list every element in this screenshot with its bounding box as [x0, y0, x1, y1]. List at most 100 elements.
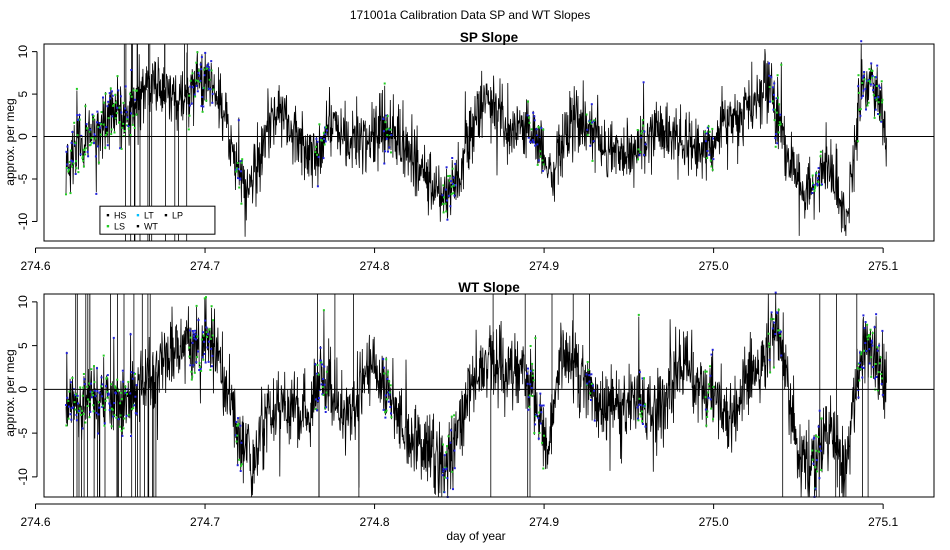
calibration-point: [203, 68, 206, 71]
calibration-point: [453, 414, 456, 417]
calibration-point: [779, 330, 782, 333]
calibration-point: [75, 87, 78, 90]
calibration-point: [77, 119, 79, 121]
calibration-point: [820, 417, 823, 420]
calibration-point: [207, 66, 210, 69]
calibration-point: [73, 401, 76, 404]
calibration-point: [190, 370, 193, 373]
calibration-point: [118, 425, 121, 428]
calibration-point: [811, 192, 814, 194]
calibration-point: [98, 122, 101, 124]
calibration-point: [235, 420, 238, 423]
calibration-point: [448, 179, 451, 182]
calibration-point: [78, 407, 81, 410]
calibration-point: [197, 80, 200, 83]
calibration-point: [528, 394, 531, 397]
calibration-point: [768, 345, 771, 348]
calibration-point: [108, 92, 111, 95]
calibration-point: [106, 374, 109, 377]
calibration-point: [199, 365, 201, 368]
calibration-point: [857, 91, 860, 94]
calibration-point: [819, 449, 822, 452]
calibration-point: [856, 140, 859, 143]
x-tick-label: 274.8: [360, 259, 390, 273]
calibration-point: [133, 126, 136, 129]
calibration-point: [772, 108, 775, 111]
calibration-point: [105, 376, 108, 379]
calibration-point: [641, 423, 644, 425]
calibration-point: [316, 400, 319, 403]
calibration-point: [207, 63, 210, 66]
calibration-point: [820, 469, 823, 471]
calibration-point: [812, 183, 815, 186]
calibration-point: [134, 395, 137, 398]
calibration-point: [870, 341, 873, 344]
calibration-point: [71, 160, 74, 163]
calibration-point: [540, 404, 543, 407]
calibration-point: [73, 121, 76, 124]
calibration-point: [538, 404, 541, 407]
calibration-point: [859, 368, 862, 371]
calibration-point: [237, 119, 240, 122]
calibration-point: [777, 308, 780, 311]
calibration-point: [106, 390, 109, 393]
calibration-point: [862, 94, 864, 97]
legend: HS LT LP LS WT: [99, 205, 216, 235]
calibration-point: [206, 346, 209, 349]
calibration-point: [210, 365, 213, 368]
calibration-point: [454, 162, 457, 165]
calibration-point: [588, 380, 591, 383]
calibration-point: [236, 162, 239, 164]
calibration-point: [209, 368, 212, 371]
calibration-point: [812, 182, 814, 185]
calibration-point: [593, 119, 596, 122]
calibration-point: [530, 128, 533, 131]
calibration-point: [528, 405, 531, 408]
calibration-point: [240, 161, 243, 164]
calibration-point: [93, 133, 96, 136]
calibration-point: [195, 304, 198, 307]
calibration-point: [709, 398, 712, 401]
calibration-point: [541, 441, 544, 444]
calibration-point: [768, 86, 771, 88]
calibration-point: [116, 389, 119, 392]
calibration-point: [443, 196, 445, 199]
calibration-point: [121, 434, 124, 437]
calibration-point: [78, 118, 81, 121]
calibration-point: [876, 64, 879, 67]
y-tick-label: -5: [16, 427, 30, 438]
calibration-point: [84, 147, 87, 150]
calibration-point: [868, 348, 871, 351]
calibration-point: [707, 383, 710, 386]
calibration-point: [71, 131, 74, 133]
calibration-point: [70, 418, 73, 421]
calibration-point: [534, 337, 537, 340]
calibration-point: [237, 417, 239, 420]
calibration-point: [712, 137, 714, 140]
calibration-point: [530, 387, 533, 389]
x-tick-label: 274.9: [529, 515, 559, 529]
calibration-point: [188, 94, 191, 97]
calibration-point: [452, 488, 454, 491]
calibration-point: [526, 372, 529, 375]
calibration-point: [389, 384, 392, 387]
calibration-point: [97, 413, 100, 416]
calibration-point: [533, 115, 536, 118]
calibration-point: [125, 414, 128, 417]
calibration-point: [239, 470, 242, 472]
legend-marker: [106, 213, 110, 217]
calibration-point: [445, 210, 448, 213]
calibration-point: [81, 394, 84, 397]
calibration-point: [862, 366, 865, 369]
calibration-point: [450, 429, 453, 432]
calibration-point: [69, 149, 72, 152]
calibration-point: [707, 396, 710, 399]
calibration-point: [201, 110, 204, 113]
calibration-point: [194, 79, 197, 82]
calibration-point: [878, 344, 881, 347]
x-tick-label: 274.7: [190, 515, 220, 529]
calibration-point: [324, 133, 327, 136]
calibration-point: [110, 407, 113, 410]
calibration-point: [318, 388, 321, 391]
calibration-point: [812, 188, 815, 191]
